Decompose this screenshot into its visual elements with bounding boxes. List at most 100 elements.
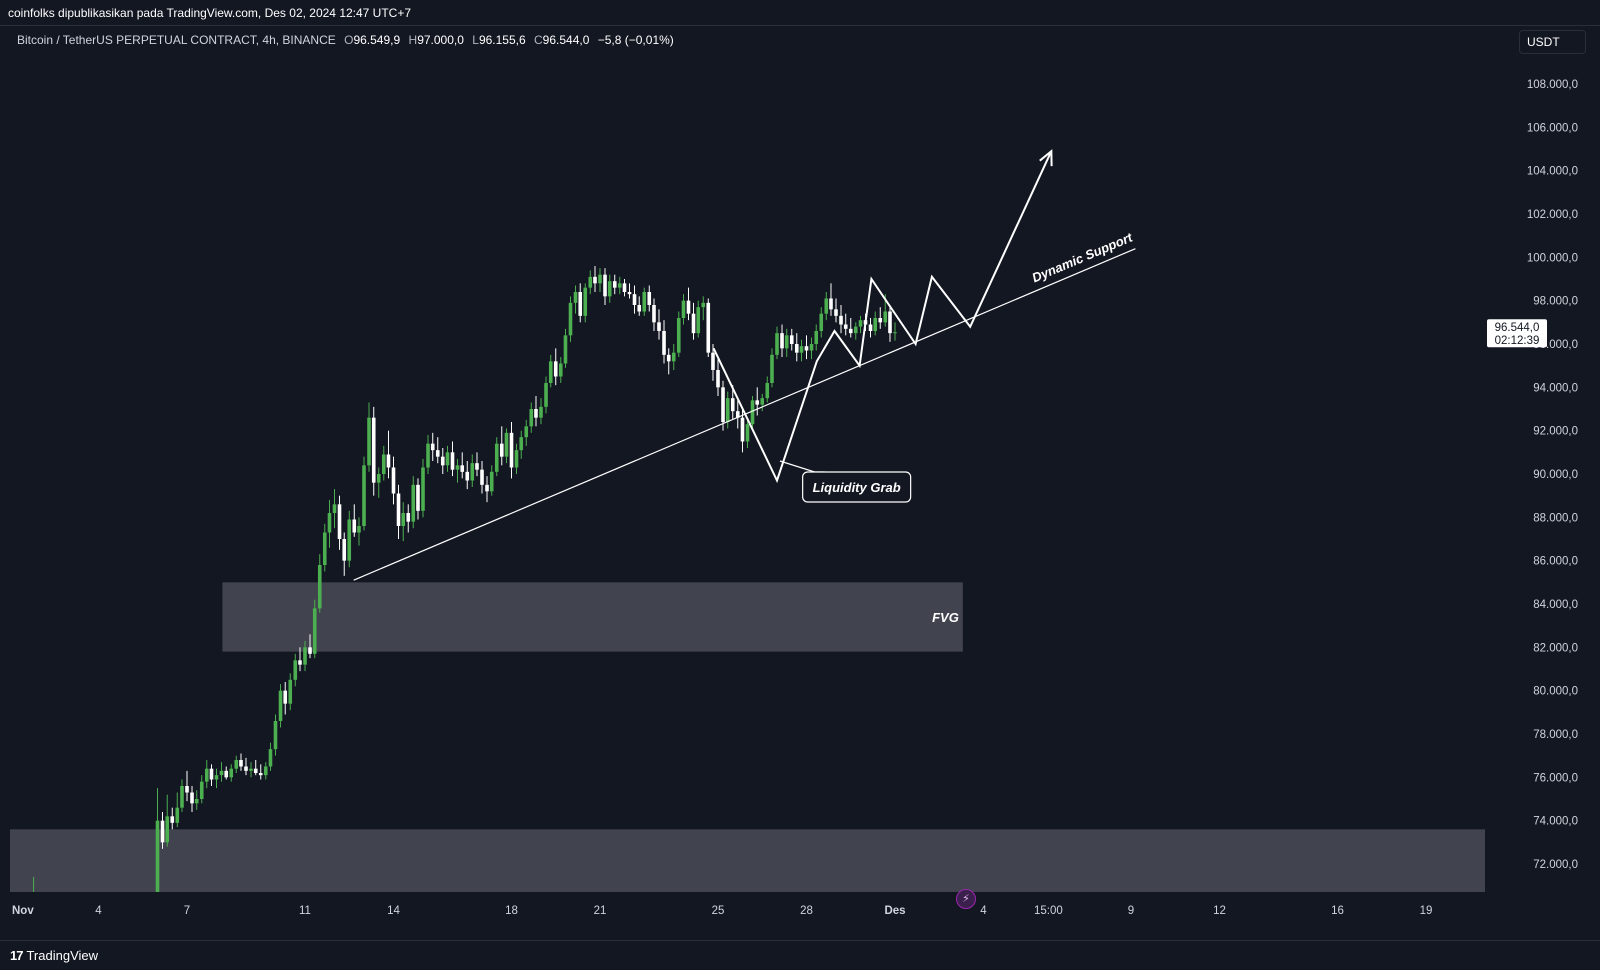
- candle-body: [848, 328, 853, 334]
- candle-body: [381, 454, 386, 474]
- candle-body: [765, 383, 770, 399]
- lightning-icon[interactable]: ⚡: [956, 889, 976, 909]
- candle-body: [170, 816, 175, 823]
- low-value: 96.155,6: [478, 33, 526, 47]
- tradingview-brand[interactable]: 17 TradingView: [10, 948, 98, 963]
- callout-pointer: [779, 460, 825, 473]
- candle-body: [593, 276, 597, 284]
- candle-body: [539, 406, 543, 418]
- projection-path: [712, 150, 1053, 484]
- candle-body: [858, 320, 863, 327]
- currency-selector[interactable]: USDT: [1519, 30, 1586, 54]
- candle-body: [239, 760, 243, 767]
- candle-body: [681, 300, 686, 318]
- candle-body: [583, 287, 588, 316]
- y-tick-label: 80.000,0: [1533, 686, 1578, 698]
- zone-rect: [10, 829, 1485, 892]
- candle-body: [504, 432, 509, 457]
- y-tick-label: 106.000,0: [1527, 122, 1578, 134]
- candle-body: [770, 354, 774, 383]
- candle-body: [843, 324, 848, 329]
- x-tick-label: 14: [387, 905, 400, 917]
- candle-body: [160, 820, 165, 843]
- candle-body: [725, 398, 730, 422]
- current-price-tag: [1487, 319, 1547, 348]
- x-tick-label: 21: [594, 905, 607, 917]
- publish-line: coinfolks dipublikasikan pada TradingVie…: [8, 6, 412, 20]
- candle-body: [637, 305, 642, 312]
- symbol-legend: Bitcoin / TetherUS PERPETUAL CONTRACT, 4…: [17, 33, 674, 47]
- candle-body: [278, 690, 283, 721]
- candle-body: [548, 361, 553, 383]
- candle-body: [721, 387, 725, 422]
- open-label: O: [344, 33, 354, 47]
- candle-body: [288, 679, 293, 704]
- candle-body: [367, 417, 371, 466]
- candle-body: [376, 474, 381, 483]
- candle-body: [371, 417, 376, 483]
- candle-body: [730, 398, 735, 412]
- candle-body: [268, 749, 273, 767]
- candle-body: [219, 770, 224, 776]
- x-tick-label: 15:00: [1034, 905, 1063, 917]
- candle-body: [553, 361, 558, 377]
- x-tick-label: Nov: [12, 905, 34, 917]
- low-label: L: [472, 33, 479, 47]
- candle-body: [244, 766, 248, 771]
- candle-body: [214, 775, 219, 780]
- candle-body: [780, 333, 784, 349]
- candle-body: [489, 471, 494, 492]
- candle-body: [406, 513, 411, 522]
- y-tick-label: 92.000,0: [1533, 426, 1578, 438]
- y-tick-label: 72.000,0: [1533, 859, 1578, 871]
- candle-body: [460, 465, 465, 472]
- candle-body: [603, 274, 607, 297]
- candle-body: [578, 292, 583, 316]
- candle-body: [652, 305, 656, 323]
- candle-body: [740, 417, 745, 442]
- candle-body: [568, 302, 573, 336]
- candle-body: [558, 363, 563, 377]
- candle-body: [283, 690, 288, 704]
- candle-body: [789, 335, 794, 344]
- candle-body: [426, 443, 430, 468]
- y-tick-label: 86.000,0: [1533, 556, 1578, 568]
- candle-body: [293, 660, 298, 680]
- candle-body: [312, 608, 317, 654]
- candle-body: [804, 346, 809, 351]
- candle-body: [524, 426, 529, 438]
- chart-area[interactable]: FVG Dynamic Support Liquidity Grab 72.000,0…: [10, 26, 1590, 938]
- tradingview-logo-icon: 17: [10, 948, 24, 963]
- candle-body: [617, 283, 622, 288]
- candle-body: [347, 519, 352, 561]
- plot-layer: FVG Dynamic Support Liquidity Grab: [10, 149, 1485, 892]
- y-tick-label: 108.000,0: [1527, 79, 1578, 91]
- change-value: −5,8 (−0,01%): [597, 33, 674, 47]
- candle-body: [662, 331, 666, 355]
- brand-name: TradingView: [26, 948, 99, 963]
- price-chart[interactable]: FVG Dynamic Support Liquidity Grab 72.000,0…: [10, 26, 1590, 938]
- candle-body: [485, 484, 489, 492]
- x-tick-label: 28: [800, 905, 813, 917]
- candle-body: [199, 781, 204, 799]
- liquidity-grab-label: Liquidity Grab: [813, 480, 901, 495]
- candle-body: [888, 311, 892, 334]
- candle-body: [573, 292, 578, 303]
- y-tick-label: 78.000,0: [1533, 729, 1578, 741]
- candle-body: [332, 504, 337, 513]
- x-tick-label: 12: [1213, 905, 1226, 917]
- candle-body: [475, 463, 479, 470]
- candle-body: [612, 281, 617, 288]
- candle-body: [632, 294, 637, 305]
- candle-body: [204, 768, 209, 782]
- candle-body: [249, 768, 253, 771]
- candle-body: [165, 816, 170, 843]
- candle-body: [588, 276, 593, 288]
- x-tick-label: 4: [95, 905, 102, 917]
- candle-body: [775, 333, 779, 355]
- symbol-name: Bitcoin / TetherUS PERPETUAL CONTRACT, 4…: [17, 33, 336, 47]
- footer-bar: 17 TradingView: [0, 940, 1600, 970]
- candle-body: [435, 450, 440, 457]
- candle-body: [440, 456, 445, 466]
- candle-body: [750, 400, 755, 425]
